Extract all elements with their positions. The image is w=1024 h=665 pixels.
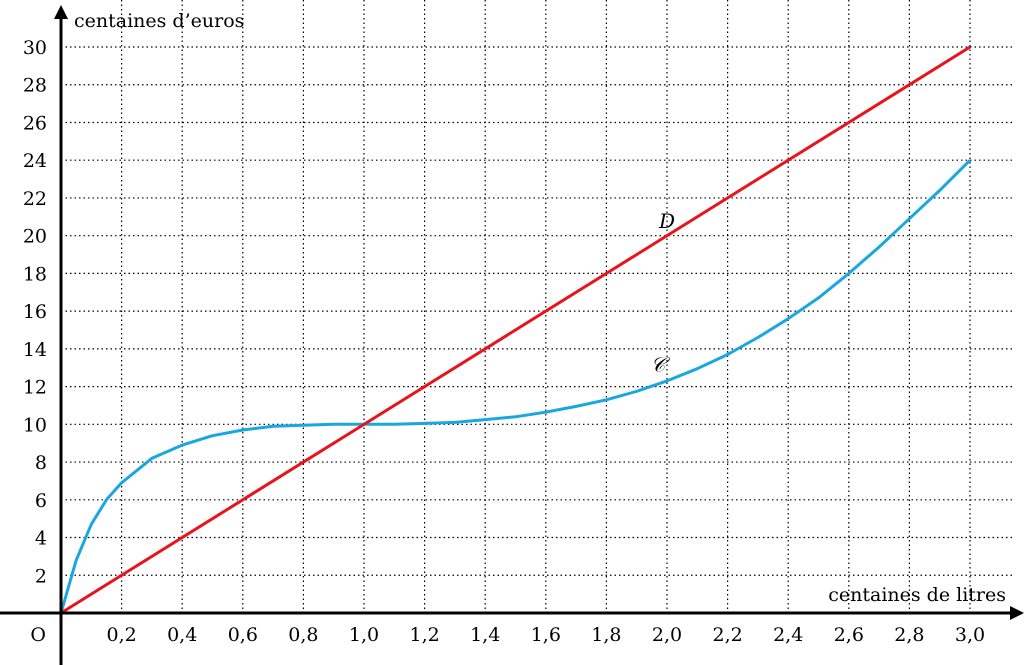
x-tick-label: 1,2 [409,624,439,646]
x-tick-label: 2,0 [652,624,682,646]
y-tick-label: 4 [35,528,47,550]
x-tick-label: 2,4 [773,624,803,646]
y-tick-label: 22 [23,188,47,210]
y-tick-label: 26 [23,112,47,134]
origin-label: O [30,624,46,646]
y-tick-label: 2 [35,565,47,587]
x-tick-label: 2,2 [712,624,742,646]
x-tick-label: 1,8 [591,624,621,646]
axes [0,5,1024,665]
x-tick-label: 2,6 [834,624,864,646]
y-tick-label: 20 [23,226,47,248]
x-tick-label: 3,0 [955,624,985,646]
x-tick-label: 0,4 [167,624,197,646]
y-tick-label: 6 [35,490,47,512]
y-axis-arrow-icon [54,5,68,19]
x-tick-label: 1,4 [470,624,500,646]
x-axis-arrow-icon [1010,606,1024,620]
series-label-c: 𝒞 [651,352,671,376]
y-tick-label: 18 [23,263,47,285]
x-tick-label: 0,2 [106,624,136,646]
series-line-d [61,47,970,613]
y-axis-title: centaines d’euros [74,10,244,32]
series-group [61,47,970,613]
y-tick-label: 14 [23,339,47,361]
grid [61,0,1012,613]
x-tick-label: 0,6 [228,624,258,646]
y-tick-label: 30 [23,37,47,59]
series-label-d: D [658,209,675,233]
y-tick-label: 24 [23,150,47,172]
x-tick-label: 1,6 [531,624,561,646]
x-tick-label: 0,8 [288,624,318,646]
y-tick-label: 28 [23,75,47,97]
y-tick-label: 12 [23,377,47,399]
y-tick-label: 10 [23,414,47,436]
y-tick-label: 16 [23,301,47,323]
y-tick-label: 8 [35,452,47,474]
x-axis-title: centaines de litres [828,584,1006,606]
x-tick-label: 1,0 [349,624,379,646]
x-tick-label: 2,8 [894,624,924,646]
